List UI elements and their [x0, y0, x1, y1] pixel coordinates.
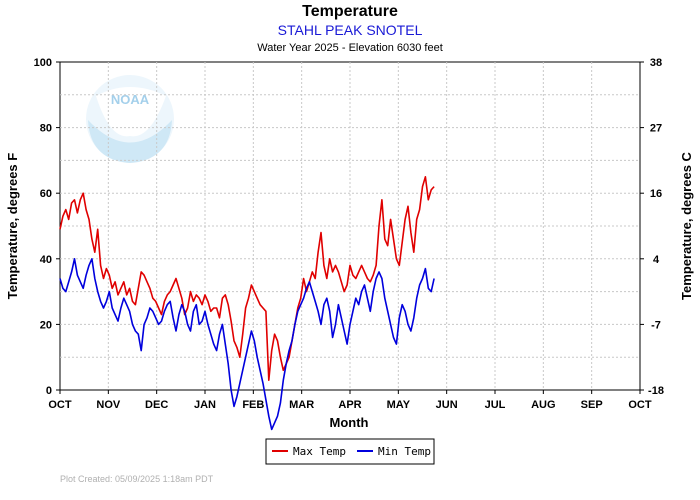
y-axis-label-right: Temperature, degrees C	[679, 151, 694, 299]
legend-label-min-temp: Min Temp	[378, 445, 431, 458]
x-tick-label: FEB	[242, 399, 264, 411]
y-tick-label: 0	[46, 385, 52, 397]
y-right-tick-label: 27	[650, 123, 662, 135]
x-tick-label: SEP	[581, 399, 603, 411]
y-tick-label: 40	[40, 254, 52, 266]
y-tick-label: 20	[40, 319, 52, 331]
series-line-min-temp	[59, 257, 435, 431]
y-right-tick-label: 4	[653, 254, 660, 266]
y-axis-label-left: Temperature, degrees F	[5, 153, 20, 299]
legend-box	[265, 438, 435, 465]
y-tick-label: 80	[40, 123, 52, 135]
x-tick-label: MAR	[289, 399, 314, 411]
y-right-tick-label: -7	[651, 319, 661, 331]
chart-subtitle: STAHL PEAK SNOTEL	[278, 22, 423, 38]
x-axis-label: Month	[330, 415, 369, 430]
chart-subtitle-2: Water Year 2025 - Elevation 6030 feet	[257, 42, 443, 54]
x-tick-label: AUG	[531, 399, 555, 411]
x-tick-label: JUN	[436, 399, 458, 411]
x-tick-label: DEC	[145, 399, 168, 411]
x-tick-label: OCT	[628, 399, 652, 411]
chart-title: Temperature	[302, 3, 398, 20]
noaa-logo: NOAA	[86, 75, 174, 163]
x-axis: OCT NOV DEC JAN FEB MAR APR MAY JUN JUL AUG SEP OCT	[48, 390, 652, 411]
y-axis-left: 0 20 40 60 80 100	[34, 57, 60, 397]
y-right-tick-label: 16	[650, 188, 662, 200]
x-tick-label: APR	[338, 399, 361, 411]
x-tick-label: JUL	[485, 399, 506, 411]
y-tick-label: 100	[34, 57, 52, 69]
x-tick-label: MAY	[387, 399, 411, 411]
x-tick-label: JAN	[194, 399, 216, 411]
y-tick-label: 60	[40, 188, 52, 200]
y-right-tick-label: 38	[650, 57, 662, 69]
legend-label-max-temp: Max Temp	[293, 445, 346, 458]
x-tick-label: OCT	[48, 399, 72, 411]
noaa-logo-text: NOAA	[111, 92, 150, 107]
y-axis-right: -18 -7 4 16 27 38	[640, 57, 664, 397]
y-right-tick-label: -18	[648, 385, 664, 397]
grid-lines	[60, 62, 640, 390]
series-layer	[59, 176, 435, 431]
plot-created-credit: Plot Created: 05/09/2025 1:18am PDT	[60, 474, 214, 484]
x-tick-label: NOV	[96, 399, 121, 411]
series-line-max-temp	[59, 176, 435, 382]
legend: Max Temp Min Temp	[265, 438, 435, 465]
